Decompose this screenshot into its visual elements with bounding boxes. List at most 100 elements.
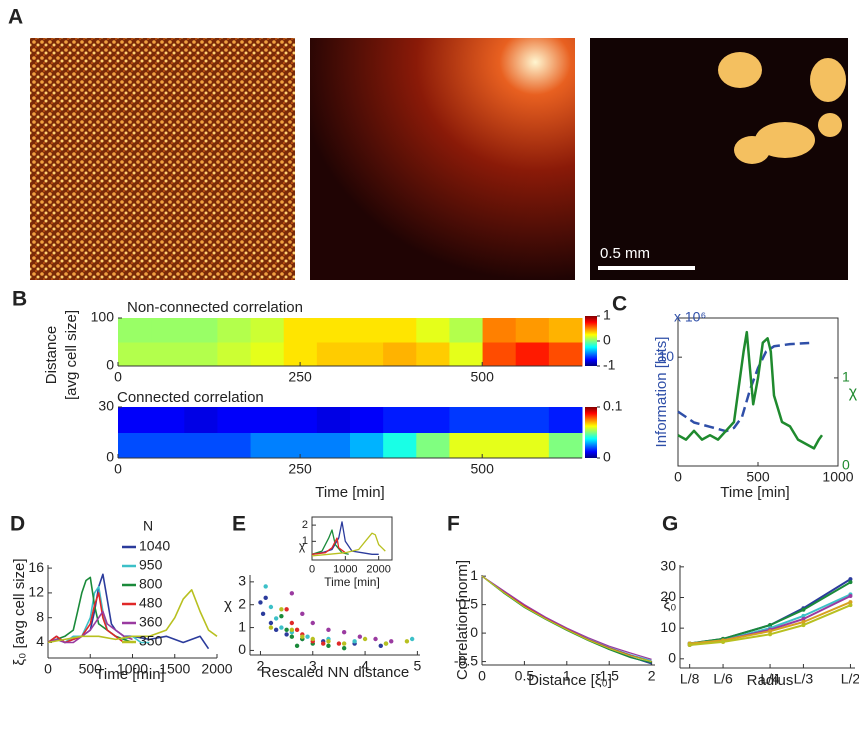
panel: L/8 L/6 L/4 L/3 L/2 0 10 20 30 Radius ξ₀	[660, 558, 859, 689]
y-tick-label: 10	[660, 619, 676, 635]
series-line	[481, 575, 652, 663]
x-axis-label: Radius	[747, 672, 794, 689]
series-line	[481, 575, 652, 665]
micrograph	[30, 38, 295, 280]
panel-label: C	[612, 293, 627, 316]
heatmap-cell	[217, 342, 252, 367]
x-tick-label: 1000	[117, 661, 148, 677]
series-line	[311, 537, 346, 555]
heatmap-cell	[383, 432, 417, 459]
series-marker	[848, 577, 853, 582]
x-tick-label: 2	[648, 668, 656, 684]
y-axis-label: Information [bits]	[653, 337, 670, 448]
heatmap-cell	[449, 318, 484, 343]
heatmap-cell	[515, 342, 550, 367]
x-tick-label: 0	[309, 563, 315, 575]
x-tick-label: L/3	[794, 671, 814, 687]
scatter-point	[284, 607, 289, 612]
panel-label: G	[662, 513, 678, 536]
panel: -1 0 1 Distance [avg cell size] 0 250 500 0 100 No…	[43, 299, 616, 400]
heatmap-cell	[383, 318, 417, 343]
series-line	[47, 610, 133, 644]
scatter-point	[260, 611, 266, 617]
scatter-point	[341, 629, 347, 635]
heatmap-cell	[250, 342, 285, 367]
heatmap-cell	[383, 342, 417, 367]
heatmap-cell	[250, 318, 285, 343]
heatmap-cell	[449, 407, 484, 433]
scatter-point	[284, 627, 289, 633]
x-tick-label: 0.5	[515, 668, 535, 684]
chart-title: Connected correlation	[117, 389, 264, 406]
heatmap-cell	[283, 318, 318, 343]
y-tick-label: 12	[28, 584, 44, 600]
y-tick-label: 0	[238, 641, 246, 657]
heatmap-cell	[316, 407, 351, 433]
heatmap-cell	[548, 432, 583, 459]
x-tick-label: 500	[79, 661, 103, 677]
heatmap-cell	[217, 318, 252, 343]
scatter-point	[341, 645, 347, 651]
series-marker	[848, 580, 853, 585]
heatmap-cell	[316, 342, 351, 367]
scatter-point	[284, 632, 289, 637]
panel-label: A	[8, 6, 23, 29]
series-marker	[721, 639, 726, 644]
heatmap-cell	[515, 432, 550, 459]
panel-label: E	[232, 513, 246, 536]
x-axis-label: Rescaled NN distance	[261, 664, 409, 681]
y2-tick-label: 1	[842, 369, 850, 385]
y-axis-label: Distance	[43, 326, 60, 384]
x-tick-label: L/6	[713, 671, 733, 687]
scatter-point	[279, 607, 284, 612]
series-line	[677, 341, 810, 433]
legend-label: 360	[139, 614, 163, 630]
scatter-point	[289, 620, 295, 626]
colorbar-tick-label: 0.1	[603, 398, 623, 414]
heatmap-cell	[416, 407, 450, 433]
series-marker	[848, 593, 853, 598]
x-tick-label: 2	[257, 658, 265, 674]
y-tick-label: 2	[302, 519, 308, 531]
heatmap-cell	[548, 318, 583, 343]
y-tick-label: 100	[91, 309, 115, 325]
panel-label: F	[447, 513, 460, 536]
y-tick-label: 4	[36, 633, 44, 649]
chart-title: Non-connected correlation	[127, 299, 303, 316]
y-tick-label: 0.5	[459, 595, 479, 611]
y-tick-label: 16	[28, 559, 44, 575]
panel-label: D	[10, 513, 25, 536]
scatter-point	[341, 641, 347, 646]
y-tick-label: 8	[36, 608, 44, 624]
series-marker	[768, 632, 773, 637]
x-tick-label: 1	[563, 668, 571, 684]
x-tick-label: 0	[114, 369, 122, 385]
y-tick-label: 10	[658, 348, 674, 364]
series-marker	[687, 643, 692, 648]
x-axis-label: Time [min]	[720, 484, 789, 501]
cell-clusters	[718, 52, 846, 164]
heatmap-cell	[515, 318, 550, 343]
x-tick-label: 0	[478, 668, 486, 684]
micrograph	[310, 38, 575, 280]
panel: 0 500 1000 10 0 1 Time [min] Information [bits]…	[653, 309, 858, 501]
legend-title: N	[143, 518, 153, 534]
series-marker	[801, 616, 806, 621]
scatter-point	[268, 604, 274, 610]
y-axis-label: χ	[224, 596, 232, 613]
scatter-point	[279, 613, 284, 619]
series-line	[481, 575, 652, 664]
heatmap-cell	[151, 318, 185, 343]
scatter-point	[404, 639, 410, 644]
y-tick-label: 30	[660, 558, 676, 574]
x-tick-label: 2000	[366, 563, 390, 575]
heatmap-cell	[184, 407, 218, 433]
series-line	[689, 595, 851, 646]
x-tick-label: 5	[413, 658, 421, 674]
legend-label: 350	[139, 633, 163, 649]
scatter-point	[273, 616, 279, 621]
scatter-point	[300, 611, 305, 617]
scatter-point	[305, 634, 310, 639]
heatmap-cell	[350, 407, 384, 433]
